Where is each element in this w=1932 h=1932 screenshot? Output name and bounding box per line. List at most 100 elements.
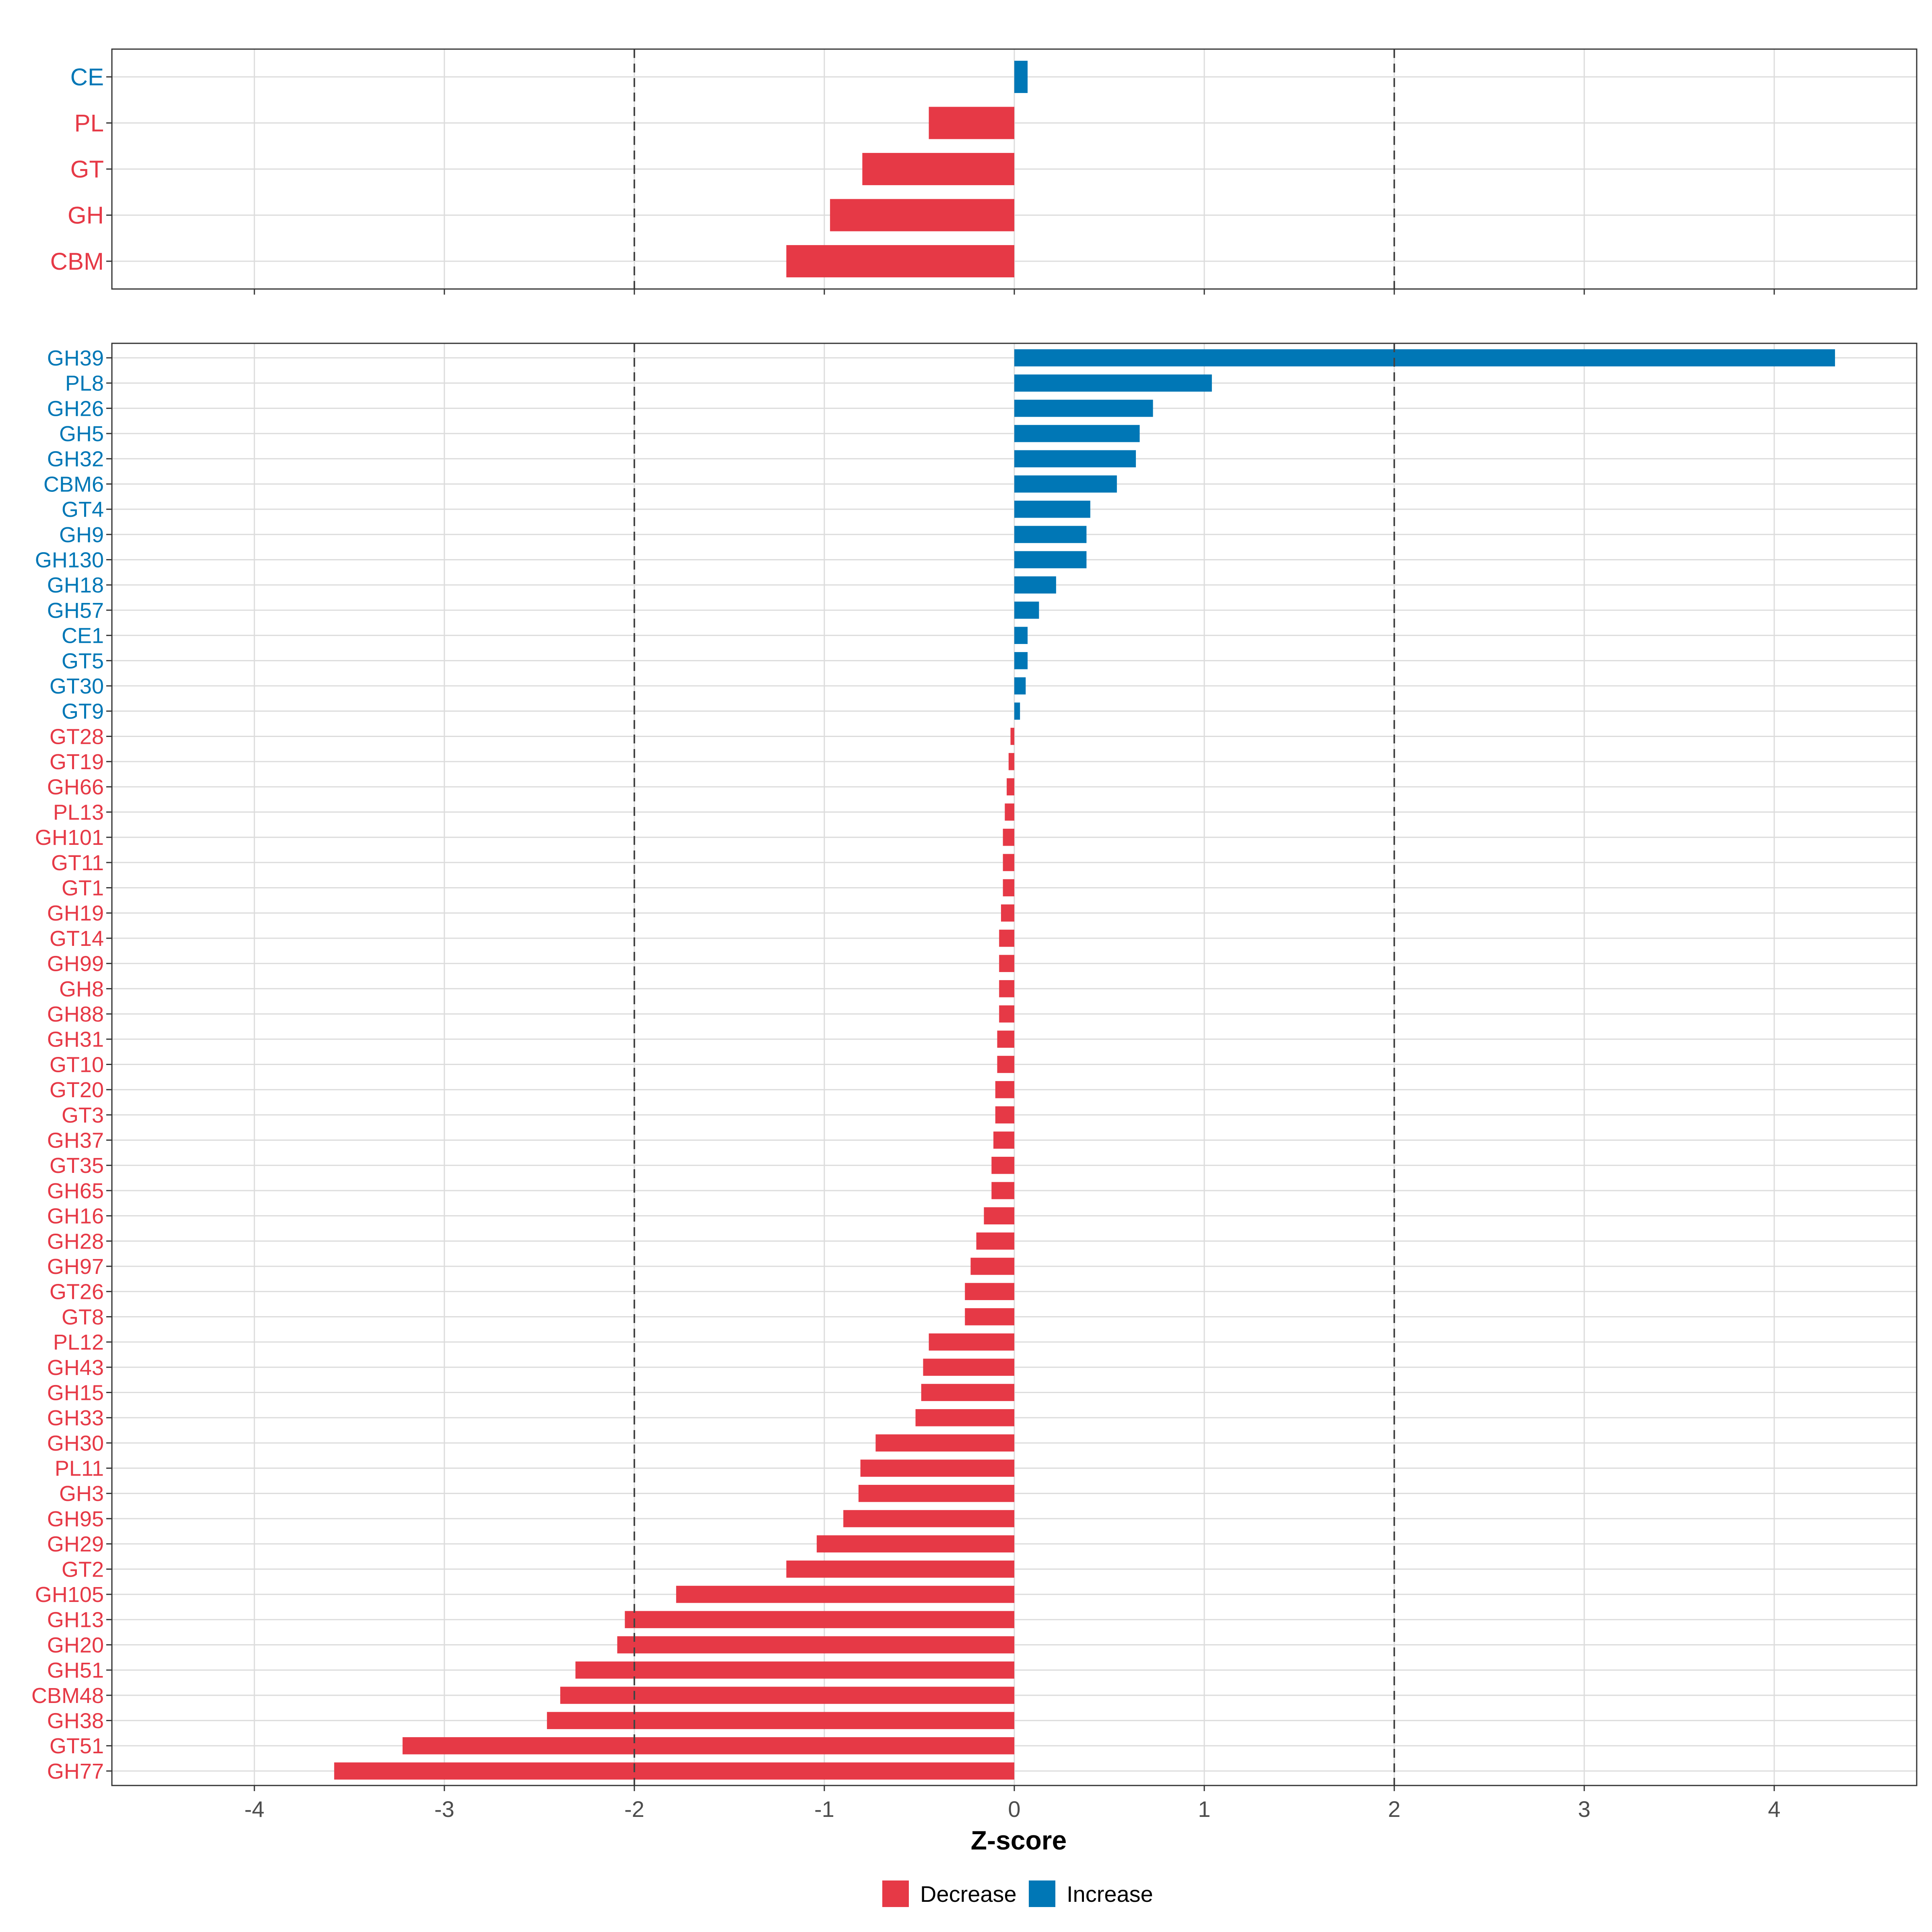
y-tick-label: PL [74,110,104,137]
y-tick-label: GH38 [47,1709,104,1733]
x-tick-label: 2 [1388,1796,1400,1822]
y-tick-label: GT26 [50,1280,104,1304]
y-tick-label: CBM [50,248,104,275]
bar-gh18 [1014,576,1056,594]
bar-gh30 [875,1434,1014,1452]
bar-gh77 [334,1762,1014,1780]
y-tick-label: GH32 [47,447,104,471]
bar-gh26 [1014,400,1153,417]
bar-gt51 [402,1737,1015,1754]
x-tick-label: -2 [624,1796,644,1822]
y-tick-label: CE1 [62,624,104,648]
bar-gh57 [1014,601,1039,619]
legend-label-decrease: Decrease [920,1881,1017,1907]
y-tick-label: GH66 [47,775,104,799]
bar-gh39 [1014,349,1835,367]
y-tick-label: GH26 [47,396,104,421]
bar-gt3 [995,1106,1014,1124]
bar-gh19 [1001,904,1014,922]
y-tick-label: PL8 [65,372,104,396]
bar-pl11 [860,1459,1014,1477]
y-tick-label: CE [70,64,104,91]
bottom-panel: GH39PL8GH26GH5GH32CBM6GT4GH9GH130GH18GH5… [31,343,1918,1822]
y-tick-label: GT5 [62,649,104,673]
y-tick-label: GT [70,156,104,183]
bar-gh37 [993,1131,1014,1149]
y-tick-label: GH88 [47,1002,104,1026]
y-tick-label: GH99 [47,952,104,976]
y-tick-label: GH3 [59,1482,104,1506]
bar-gh [830,199,1014,231]
y-tick-label: CBM48 [31,1684,104,1708]
legend-swatch-increase [1029,1880,1055,1907]
y-tick-label: PL13 [53,800,104,824]
bar-gh9 [1014,526,1087,543]
bar-gt8 [965,1308,1014,1325]
y-tick-label: GT1 [62,876,104,900]
bar-gt9 [1014,702,1020,720]
y-tick-label: GH39 [47,346,104,370]
bar-gt10 [997,1056,1014,1073]
y-tick-label: GH30 [47,1431,104,1455]
y-tick-label: GT14 [50,927,104,951]
bar-pl [929,107,1014,139]
bar-gt26 [965,1283,1014,1300]
y-tick-label: GH51 [47,1658,104,1682]
x-tick-label: 0 [1008,1796,1020,1822]
bar-gh32 [1014,450,1136,468]
x-tick-label: -4 [244,1796,264,1822]
bar-gh20 [617,1636,1014,1653]
bar-gh99 [999,955,1014,972]
x-tick-label: 4 [1768,1796,1780,1822]
bar-gh101 [1003,828,1014,846]
bar-gh66 [1007,778,1014,796]
y-tick-label: GH57 [47,599,104,623]
bar-cbm48 [560,1686,1014,1704]
y-tick-label: GH130 [35,548,104,572]
y-tick-label: GH95 [47,1507,104,1531]
top-panel: CE PL GT GH CBM [50,48,1918,295]
bar-gt20 [995,1081,1014,1098]
bar-pl8 [1014,374,1212,392]
legend-label-increase: Increase [1067,1881,1153,1907]
y-tick-label: GH77 [47,1759,104,1783]
y-tick-label: GH18 [47,573,104,597]
y-tick-label: GH28 [47,1229,104,1253]
bar-pl12 [929,1333,1014,1351]
y-tick-label: GT3 [62,1103,104,1127]
bar-gh8 [999,980,1014,997]
bar-gh5 [1014,425,1140,442]
y-tick-label: GH8 [59,977,104,1001]
y-tick-label: GT2 [62,1557,104,1581]
y-tick-label: PL11 [55,1457,104,1481]
bar-gh51 [575,1661,1014,1679]
y-tick-label: GT11 [51,851,104,875]
y-tick-label: GH13 [47,1608,104,1632]
y-tick-label: GT35 [50,1154,104,1178]
legend-swatch-decrease [882,1880,909,1907]
bar-ce1 [1014,627,1028,644]
y-tick-label: GH29 [47,1532,104,1556]
bar-gh15 [921,1384,1014,1401]
y-tick-label: PL12 [53,1330,104,1354]
y-tick-label: GT8 [62,1305,104,1329]
y-tick-label: GT30 [50,674,104,698]
y-tick-label: GH9 [59,523,104,547]
x-axis-title: Z-score [971,1825,1067,1855]
bar-gh13 [625,1611,1014,1629]
bar-gt4 [1014,500,1090,518]
x-tick-label: -1 [814,1796,834,1822]
y-tick-label: GH37 [47,1128,104,1152]
y-tick-label: CBM6 [43,472,104,496]
y-tick-label: GT19 [50,750,104,774]
y-tick-label: GH65 [47,1179,104,1203]
bar-gt2 [786,1560,1014,1578]
y-tick-label: GH20 [47,1633,104,1657]
y-tick-label: GH101 [35,826,104,850]
y-tick-label: GT4 [62,497,104,522]
bar-gh31 [997,1030,1014,1048]
bar-ce [1014,60,1028,93]
y-tick-label: GT10 [50,1053,104,1077]
bar-gh95 [843,1510,1014,1527]
